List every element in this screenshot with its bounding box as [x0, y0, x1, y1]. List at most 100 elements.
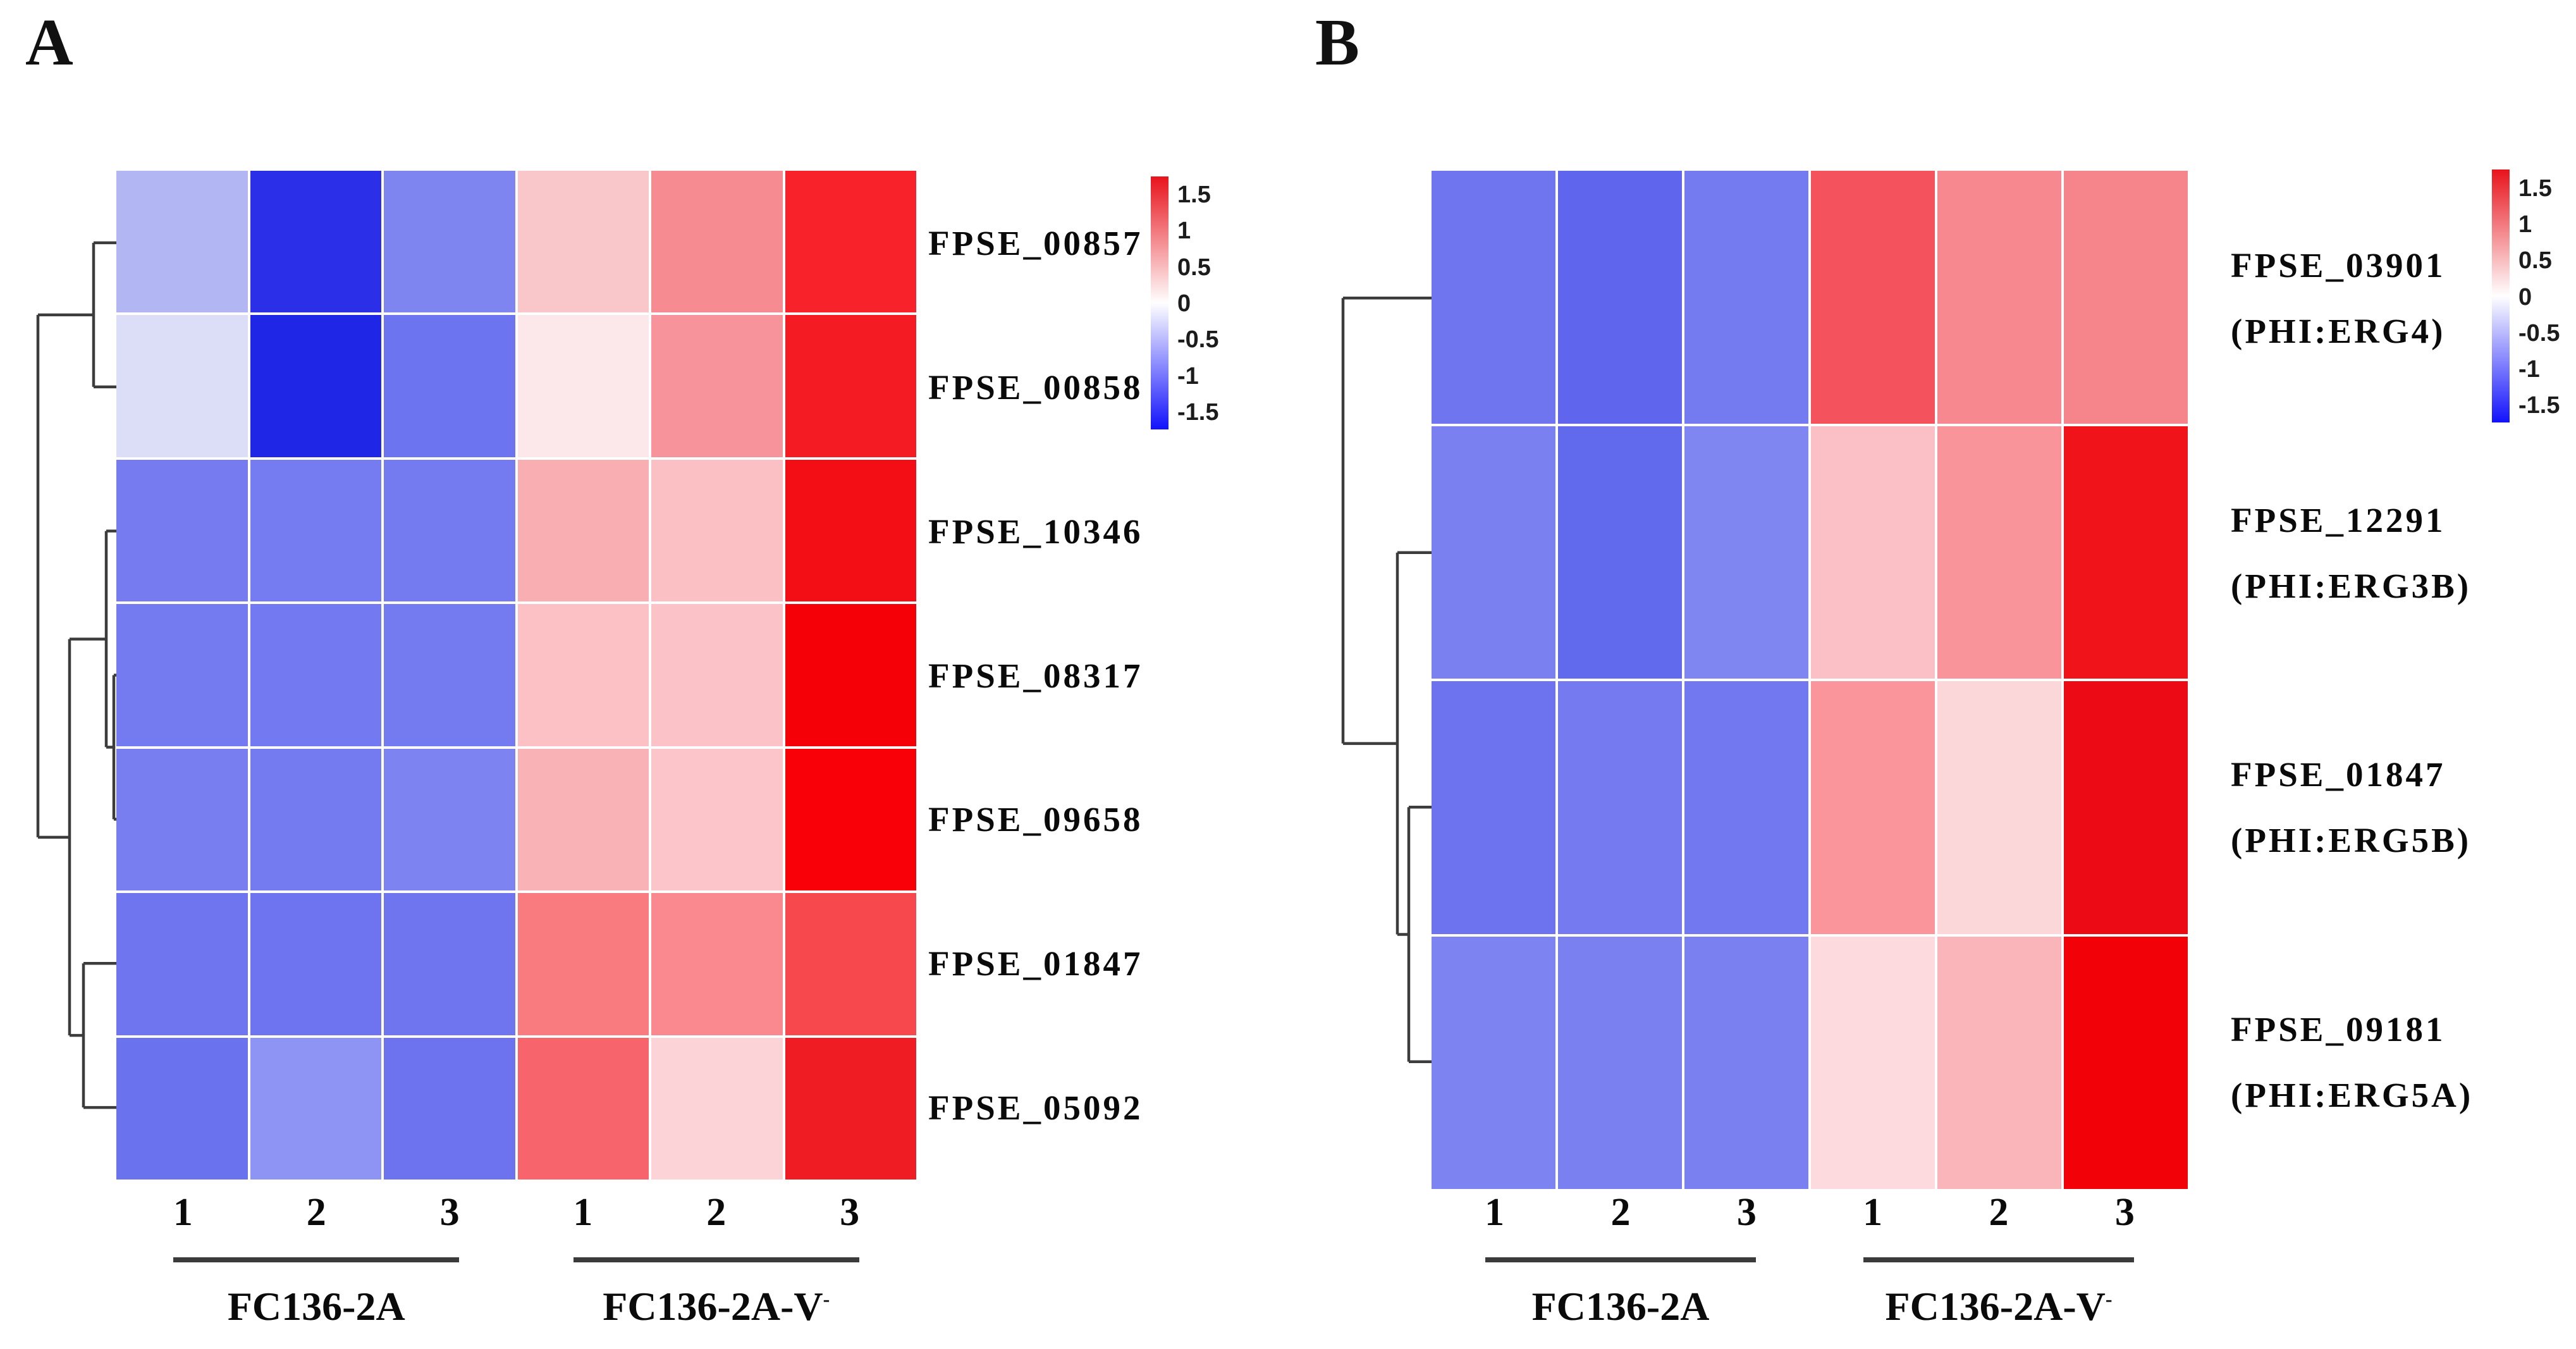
- heatmap-cell-a-r5-c2: [250, 748, 381, 891]
- heatmap-cell-a-r2-c6: [785, 315, 916, 457]
- sample-number-a-5: 2: [706, 1191, 727, 1234]
- heatmap-panel-a: [116, 171, 916, 1180]
- heatmap-cell-a-r3-c4: [517, 459, 649, 602]
- heatmap-cell-b-r4-c5: [1937, 936, 2061, 1189]
- heatmap-cell-a-r6-c2: [250, 893, 381, 1035]
- heatmap-cell-a-r2-c4: [517, 315, 649, 457]
- color-scale-tick-b--0.5: -0.5: [2518, 319, 2560, 347]
- heatmap-cell-a-r2-c3: [384, 315, 515, 457]
- color-scale-tick-a-0: 0: [1177, 290, 1191, 317]
- color-scale-tick-b-1: 1: [2518, 211, 2532, 238]
- heatmap-cell-b-r3-c2: [1558, 681, 1682, 934]
- row-label-gene-b-2: FPSE_12291: [2231, 500, 2446, 539]
- group-label-a-2: FC136-2A-V-: [603, 1284, 830, 1329]
- heatmap-cell-a-r7-c3: [384, 1037, 515, 1180]
- heatmap-cell-b-r4-c3: [1684, 936, 1808, 1189]
- heatmap-cell-a-r3-c5: [651, 459, 783, 602]
- heatmap-cell-a-r1-c2: [250, 171, 381, 313]
- heatmap-cell-b-r2-c3: [1684, 426, 1808, 679]
- heatmap-cell-b-r3-c5: [1937, 681, 2061, 934]
- sample-number-a-4: 1: [573, 1191, 593, 1234]
- group-label-a-1: FC136-2A: [227, 1284, 405, 1329]
- sample-number-b-5: 2: [1989, 1191, 2009, 1234]
- heatmap-cell-a-r4-c4: [517, 604, 649, 746]
- heatmap-cell-b-r3-c1: [1432, 681, 1555, 934]
- heatmap-cell-b-r4-c2: [1558, 936, 1682, 1189]
- heatmap-cell-a-r1-c5: [651, 171, 783, 313]
- heatmap-panel-b: [1432, 171, 2188, 1189]
- heatmap-cell-a-r1-c3: [384, 171, 515, 313]
- heatmap-cell-a-r7-c6: [785, 1037, 916, 1180]
- heatmap-cell-a-r7-c2: [250, 1037, 381, 1180]
- heatmap-cell-b-r3-c6: [2064, 681, 2188, 934]
- color-scale-tick-b--1.5: -1.5: [2518, 392, 2560, 419]
- heatmap-cell-a-r4-c1: [116, 604, 248, 746]
- heatmap-cell-a-r2-c5: [651, 315, 783, 457]
- row-label-alias-b-3: (PHI:ERG5B): [2231, 821, 2472, 860]
- heatmap-cell-a-r3-c6: [785, 459, 916, 602]
- heatmap-cell-b-r1-c4: [1811, 171, 1935, 424]
- heatmap-cell-a-r7-c4: [517, 1037, 649, 1180]
- panel-a-letter: A: [25, 5, 73, 79]
- sample-number-b-6: 3: [2114, 1191, 2135, 1234]
- heatmap-cell-a-r5-c4: [517, 748, 649, 891]
- heatmap-cell-a-r2-c2: [250, 315, 381, 457]
- heatmap-cell-a-r4-c3: [384, 604, 515, 746]
- color-scale-tick-b-0.5: 0.5: [2518, 247, 2552, 274]
- row-label-gene-b-3: FPSE_01847: [2231, 755, 2446, 794]
- color-scale-bar-a: [1151, 176, 1168, 429]
- sample-number-b-2: 2: [1610, 1191, 1631, 1234]
- sample-number-b-3: 3: [1736, 1191, 1757, 1234]
- heatmap-cell-b-r1-c1: [1432, 171, 1555, 424]
- group-underline-b-1: [1485, 1257, 1757, 1262]
- heatmap-cell-b-r3-c3: [1684, 681, 1808, 934]
- color-scale-tick-a-1.5: 1.5: [1177, 182, 1211, 208]
- heatmap-cell-a-r7-c5: [651, 1037, 783, 1180]
- heatmap-cell-a-r5-c6: [785, 748, 916, 891]
- color-scale-tick-a-1: 1: [1177, 218, 1191, 245]
- heatmap-cell-b-r2-c1: [1432, 426, 1555, 679]
- group-underline-a-1: [173, 1257, 460, 1262]
- sample-number-b-1: 1: [1485, 1191, 1505, 1234]
- heatmap-cell-b-r1-c5: [1937, 171, 2061, 424]
- heatmap-cell-a-r4-c5: [651, 604, 783, 746]
- color-scale-bar-b: [2492, 169, 2510, 422]
- heatmap-cell-a-r3-c1: [116, 459, 248, 602]
- color-scale-tick-b-0: 0: [2518, 283, 2532, 311]
- color-scale-tick-a--0.5: -0.5: [1177, 326, 1219, 354]
- heatmap-cell-b-r4-c4: [1811, 936, 1935, 1189]
- heatmap-cell-a-r6-c5: [651, 893, 783, 1035]
- heatmap-cell-b-r1-c2: [1558, 171, 1682, 424]
- row-label-alias-b-1: (PHI:ERG4): [2231, 312, 2446, 351]
- heatmap-cell-a-r3-c3: [384, 459, 515, 602]
- row-label-gene-a-7: FPSE_05092: [928, 1088, 1143, 1128]
- group-underline-a-2: [573, 1257, 859, 1262]
- row-label-gene-a-3: FPSE_10346: [928, 512, 1143, 551]
- sample-number-a-2: 2: [306, 1191, 326, 1234]
- sample-number-a-3: 3: [439, 1191, 460, 1234]
- color-scale-tick-b-1.5: 1.5: [2518, 175, 2552, 202]
- color-scale-tick-a--1: -1: [1177, 362, 1199, 390]
- heatmap-cell-a-r1-c6: [785, 171, 916, 313]
- heatmap-cell-a-r4-c6: [785, 604, 916, 746]
- row-label-gene-b-4: FPSE_09181: [2231, 1009, 2446, 1049]
- row-label-gene-a-4: FPSE_08317: [928, 656, 1143, 695]
- heatmap-cell-b-r2-c6: [2064, 426, 2188, 679]
- heatmap-cell-a-r3-c2: [250, 459, 381, 602]
- heatmap-cell-a-r6-c3: [384, 893, 515, 1035]
- panel-b-letter: B: [1315, 5, 1360, 79]
- row-label-alias-b-4: (PHI:ERG5A): [2231, 1075, 2474, 1114]
- heatmap-cell-a-r6-c1: [116, 893, 248, 1035]
- heatmap-cell-a-r5-c5: [651, 748, 783, 891]
- heatmap-cell-a-r2-c1: [116, 315, 248, 457]
- color-scale-tick-b--1: -1: [2518, 356, 2540, 383]
- heatmap-cell-a-r1-c4: [517, 171, 649, 313]
- heatmap-cell-b-r4-c6: [2064, 936, 2188, 1189]
- heatmap-cell-a-r6-c4: [517, 893, 649, 1035]
- heatmap-cell-b-r3-c4: [1811, 681, 1935, 934]
- heatmap-cell-a-r6-c6: [785, 893, 916, 1035]
- row-label-gene-b-1: FPSE_03901: [2231, 246, 2446, 285]
- row-label-gene-a-2: FPSE_00858: [928, 367, 1143, 407]
- heatmap-cell-a-r5-c3: [384, 748, 515, 891]
